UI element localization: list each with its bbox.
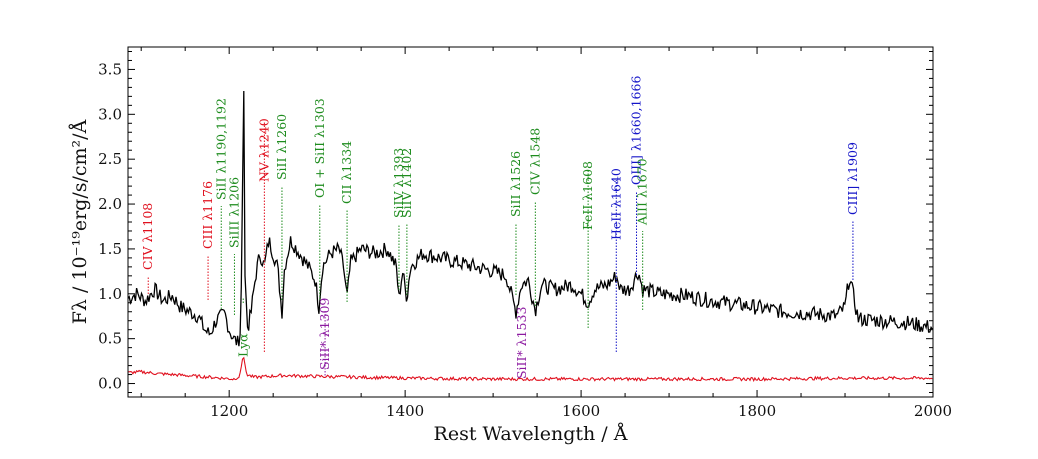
annotation-label-6: SiII λ1260	[274, 114, 289, 180]
y-tick-label: 2.5	[98, 150, 122, 168]
annotation-label-17: OIII] λ1660,1666	[629, 76, 644, 185]
x-tick-label: 1800	[738, 402, 776, 420]
series-layer	[127, 90, 933, 383]
annotation-label-1: CIII λ1176	[200, 181, 215, 249]
annotation-label-13: SiII* λ1533	[514, 307, 529, 379]
annotation-label-9: CII λ1334	[339, 141, 354, 204]
x-tick-label: 1600	[562, 402, 600, 420]
annotation-label-16: HeII λ1640	[608, 168, 623, 240]
annotation-label-18: AlII λ1670	[635, 158, 650, 226]
x-axis-label: Rest Wavelength / Å	[434, 423, 628, 445]
x-tick-label: 2000	[914, 402, 952, 420]
annotation-label-8: SiII* λ1309	[317, 298, 332, 370]
annotation-label-7: OI + SiII λ1303	[312, 98, 327, 198]
annotation-label-12: SiII λ1526	[508, 151, 523, 217]
y-tick-label: 3.5	[98, 60, 122, 78]
y-tick-label: 0.0	[98, 375, 122, 393]
annotation-label-14: CIV λ1548	[527, 128, 542, 195]
y-tick-label: 1.0	[98, 285, 122, 303]
annotation-label-3: SiIII λ1206	[226, 177, 241, 248]
y-tick-label: 1.5	[98, 240, 122, 258]
axes-layer: 1200 1400 1600 1800 2000 0.0 0.5 1.0 1.5 2.0 2.5 3.…	[98, 46, 952, 420]
y-axis-label: Fλ / 10⁻¹⁹erg/s/cm²/Å	[69, 119, 91, 324]
series-error-line	[128, 356, 933, 383]
annotation-label-5: NV λ1240	[256, 118, 271, 182]
annotation-label-15: FeII λ1608	[580, 161, 595, 230]
y-tick-label: 0.5	[98, 330, 122, 348]
annotation-label-19: CIII] λ1909	[845, 142, 860, 215]
y-tick-label: 2.0	[98, 195, 122, 213]
annotation-label-11: SiIV λ1402	[399, 148, 414, 218]
series-spectrum-line	[127, 90, 933, 347]
x-tick-label: 1400	[386, 402, 424, 420]
annotation-label-0: CIV λ1108	[140, 203, 155, 270]
annotation-label-10: SiIV λ1393	[391, 148, 406, 218]
annotation-label-2: SiII λ1190,1192	[213, 98, 228, 200]
annotation-label-4: Lyα	[235, 333, 250, 357]
x-tick-label: 1200	[210, 402, 248, 420]
y-tick-label: 3.0	[98, 105, 122, 123]
